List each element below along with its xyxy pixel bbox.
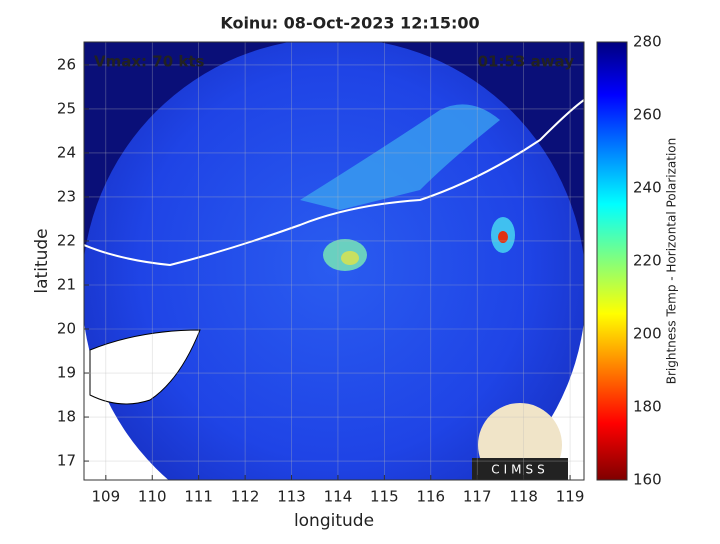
x-tick-label: 114 xyxy=(324,488,353,506)
y-axis-label: latitude xyxy=(32,228,52,293)
x-tick-label: 116 xyxy=(416,488,445,506)
y-tick-label: 18 xyxy=(57,408,76,426)
y-tick-label: 23 xyxy=(57,187,76,205)
x-tick-label: 110 xyxy=(138,488,167,506)
x-tick-label: 115 xyxy=(370,488,399,506)
x-tick-label: 119 xyxy=(556,488,585,506)
y-tick-label: 21 xyxy=(57,275,76,293)
x-axis-label: longitude xyxy=(294,511,374,531)
colorbar-label: Brightness Temp - Horizontal Polarizatio… xyxy=(665,138,679,385)
vmax-annotation: Vmax: 70 kts xyxy=(94,53,204,71)
y-tick-label: 25 xyxy=(57,99,76,117)
colorbar-tick-label: 160 xyxy=(633,471,662,489)
colorbar-tick-label: 180 xyxy=(633,398,662,416)
x-tick-label: 113 xyxy=(277,488,306,506)
y-tick-label: 26 xyxy=(57,55,76,73)
logo-text: CIMSS xyxy=(491,463,549,477)
y-tick-label: 19 xyxy=(57,364,76,382)
colorbar-tick-label: 260 xyxy=(633,106,662,124)
colorbar xyxy=(596,41,628,481)
x-tick-label: 111 xyxy=(184,488,213,506)
colorbar-tick-label: 200 xyxy=(633,325,662,343)
plot-frame xyxy=(83,41,585,481)
colorbar-tick-label: 220 xyxy=(633,252,662,270)
imagery xyxy=(84,42,584,480)
y-tick-label: 24 xyxy=(57,143,76,161)
x-tick-label: 117 xyxy=(463,488,492,506)
colorbar-tick-label: 240 xyxy=(633,179,662,197)
time-annotation: 01:53 away xyxy=(478,53,575,71)
x-tick-label: 109 xyxy=(91,488,120,506)
y-tick-label: 20 xyxy=(57,320,76,338)
colorbar-tick-label: 280 xyxy=(633,33,662,51)
y-tick-label: 17 xyxy=(57,452,76,470)
x-tick-label: 112 xyxy=(231,488,260,506)
title: Koinu: 08-Oct-2023 12:15:00 xyxy=(220,14,479,33)
x-tick-label: 118 xyxy=(509,488,538,506)
y-tick-label: 22 xyxy=(57,231,76,249)
axes: 109 110 111 112 113 114 115 116 117 118 119 17 18 19 2… xyxy=(57,33,662,506)
